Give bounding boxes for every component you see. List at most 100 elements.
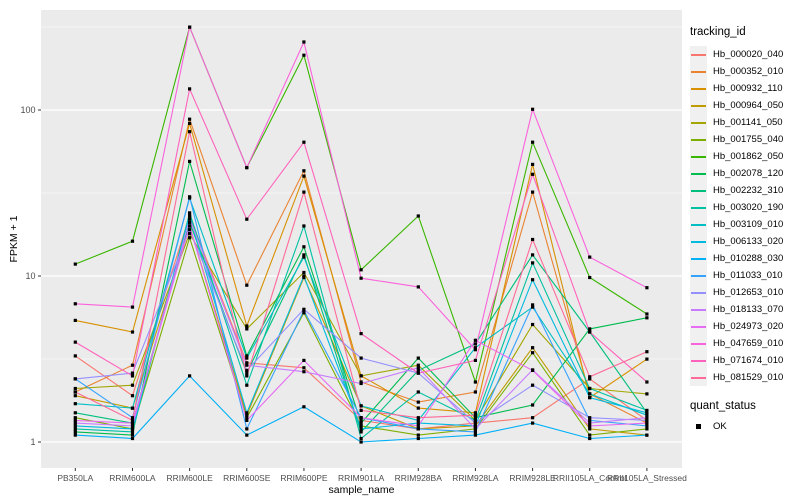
data-point <box>531 278 535 282</box>
data-point <box>359 436 363 441</box>
data-point <box>531 346 535 350</box>
legend-item: Hb_018133_070 <box>690 301 798 318</box>
legend-item-label: Hb_003020_190 <box>713 202 784 213</box>
data-point <box>188 224 192 228</box>
legend-key <box>690 46 707 63</box>
data-point <box>302 311 306 315</box>
y-tick-label: 1 <box>30 437 35 447</box>
data-point <box>73 433 77 437</box>
legend-item-label: Hb_047659_010 <box>713 338 784 349</box>
data-point <box>245 413 249 417</box>
legend-key-line-icon <box>691 138 706 141</box>
data-point <box>359 427 363 431</box>
legend-item-label: Hb_001862_050 <box>713 151 784 162</box>
legend-key <box>690 182 707 199</box>
data-point <box>359 440 363 444</box>
legend-key <box>690 233 707 250</box>
data-point <box>130 436 135 441</box>
legend-key <box>690 335 707 352</box>
data-point <box>73 302 77 306</box>
data-point <box>130 239 135 243</box>
data-point <box>588 275 592 280</box>
data-point <box>645 427 649 431</box>
data-point <box>302 253 306 257</box>
data-point <box>245 368 249 372</box>
legend-item: Hb_002078_120 <box>690 165 798 182</box>
black-square-marker-icon <box>696 424 701 429</box>
data-point <box>130 416 135 420</box>
legend-key <box>690 63 707 80</box>
data-point <box>359 416 363 420</box>
data-point <box>645 418 649 422</box>
legend-item: Hb_003020_190 <box>690 199 798 216</box>
data-point <box>588 377 592 381</box>
data-point <box>302 53 306 57</box>
legend-key-line-icon <box>691 359 706 362</box>
legend-item: Hb_006133_020 <box>690 233 798 250</box>
data-point <box>645 286 649 290</box>
legend-item-label: Hb_010288_030 <box>713 253 784 264</box>
x-tick-label: RRII105LA_Stressed <box>607 473 687 483</box>
data-point <box>302 307 306 311</box>
data-point <box>416 436 420 441</box>
legend-key <box>690 80 707 97</box>
data-point <box>73 421 77 425</box>
legend-item-label: Hb_071674_010 <box>713 355 784 366</box>
data-point <box>531 416 535 420</box>
data-point <box>130 421 135 425</box>
legend-item: Hb_000964_050 <box>690 97 798 114</box>
data-point <box>130 330 135 334</box>
data-point <box>473 348 477 352</box>
data-point <box>245 217 249 221</box>
legend-key <box>690 301 707 318</box>
legend-key <box>690 216 707 233</box>
data-point <box>416 356 420 360</box>
data-point <box>245 363 249 367</box>
data-point <box>588 396 592 400</box>
legend-key-line-icon <box>691 53 706 56</box>
legend-item: Hb_081529_010 <box>690 369 798 386</box>
legend-key <box>690 284 707 301</box>
data-point <box>359 381 363 386</box>
data-point <box>359 404 363 408</box>
data-point <box>245 411 249 415</box>
data-point <box>245 356 249 360</box>
data-point <box>188 211 192 215</box>
data-point <box>416 285 420 289</box>
data-point <box>188 87 192 91</box>
legend-key <box>690 267 707 284</box>
legend-key-line-icon <box>691 172 706 175</box>
data-point <box>416 427 420 431</box>
data-point <box>245 327 249 331</box>
legend-key-line-icon <box>691 121 706 124</box>
data-point <box>188 195 192 199</box>
data-point <box>588 386 592 391</box>
data-point <box>73 430 77 434</box>
legend-item: Hb_001862_050 <box>690 148 798 165</box>
legend-item-label: Hb_001755_040 <box>713 134 784 145</box>
data-point <box>416 418 420 422</box>
data-point <box>245 433 249 437</box>
data-point <box>73 318 77 322</box>
data-point <box>645 312 649 316</box>
legend-item: Hb_001755_040 <box>690 131 798 148</box>
quant-status-label: OK <box>713 421 727 432</box>
legend-key-line-icon <box>691 189 706 192</box>
data-point <box>473 390 477 394</box>
data-point <box>245 416 249 420</box>
data-point <box>645 316 649 320</box>
legend-item: Hb_001141_050 <box>690 114 798 131</box>
data-point <box>473 338 477 342</box>
x-tick-label: RRIM928LA <box>452 473 499 483</box>
legend-item: Hb_010288_030 <box>690 250 798 267</box>
legend-item: Hb_011033_010 <box>690 267 798 284</box>
data-point <box>645 411 649 415</box>
data-point <box>416 390 420 394</box>
y-tick-label: 10 <box>25 271 35 281</box>
legend-item: Hb_002232_310 <box>690 182 798 199</box>
data-point <box>73 386 77 391</box>
legend-item: Hb_000020_040 <box>690 46 798 63</box>
data-point <box>359 418 363 422</box>
data-point <box>188 117 192 121</box>
